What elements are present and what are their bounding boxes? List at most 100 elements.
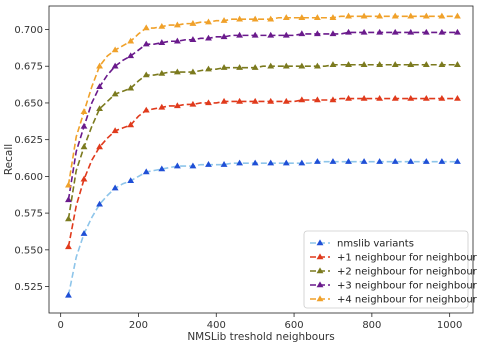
series-point-2 <box>282 97 290 104</box>
series-point-1 <box>142 168 150 175</box>
series-point-2 <box>220 97 228 104</box>
series-point-2 <box>345 94 352 101</box>
series-point-1 <box>422 158 430 164</box>
series-point-5 <box>438 12 446 19</box>
series-point-2 <box>454 94 461 101</box>
series-point-1 <box>298 159 306 166</box>
series-point-5 <box>236 15 244 22</box>
series-point-1 <box>313 158 321 164</box>
series-point-4 <box>422 28 430 35</box>
y-axis: 0.525 0.550 0.575 0.600 0.625 0.650 0.675 0.700 <box>14 25 49 293</box>
series-point-1 <box>329 158 337 164</box>
series-point-1 <box>407 158 415 164</box>
series-point-5 <box>282 14 290 20</box>
series-point-2 <box>422 94 430 101</box>
y-tick-label: 0.550 <box>14 245 43 256</box>
series-point-4 <box>267 31 275 38</box>
series-point-3 <box>298 62 306 69</box>
series-point-3 <box>205 65 212 72</box>
series-point-1 <box>360 158 368 164</box>
series-point-1 <box>65 291 72 298</box>
series-point-5 <box>142 24 150 31</box>
series-point-2 <box>438 94 446 101</box>
legend-label: +3 neighbour for neighbour <box>337 281 478 292</box>
series-point-4 <box>391 28 399 35</box>
series-point-4 <box>438 28 446 35</box>
series-point-3 <box>313 62 321 69</box>
series-point-1 <box>80 230 88 236</box>
series-point-3 <box>454 61 461 67</box>
series-point-1 <box>345 158 352 164</box>
series-point-2 <box>173 102 181 109</box>
series-point-1 <box>158 165 166 172</box>
series-point-4 <box>189 36 197 43</box>
series-point-4 <box>454 28 461 35</box>
series-point-2 <box>391 94 399 101</box>
series-point-3 <box>438 61 446 67</box>
legend-box <box>303 230 469 309</box>
series-point-5 <box>329 14 337 20</box>
series-point-3 <box>158 69 166 76</box>
series-point-4 <box>376 28 384 35</box>
x-tick-label: 400 <box>207 320 226 331</box>
legend-swatch-marker <box>316 267 324 274</box>
series-point-4 <box>313 30 321 37</box>
series-point-1 <box>376 158 384 164</box>
series-point-5 <box>391 12 399 19</box>
series-point-1 <box>189 162 197 169</box>
series-point-5 <box>360 12 368 19</box>
series-line-4 <box>67 31 458 201</box>
series-point-4 <box>158 39 166 45</box>
series-layer <box>65 12 461 298</box>
series-point-4 <box>329 30 337 37</box>
series-point-5 <box>80 108 88 114</box>
series-point-2 <box>111 127 119 134</box>
series-point-4 <box>360 28 368 35</box>
series-point-4 <box>111 62 119 69</box>
series-point-5 <box>158 22 166 29</box>
series-point-1 <box>111 184 119 191</box>
legend-label: +1 neighbour for neighbour <box>337 253 478 264</box>
series-point-3 <box>345 61 352 67</box>
series-point-2 <box>407 94 415 101</box>
series-point-1 <box>96 200 103 207</box>
series-point-1 <box>127 177 135 184</box>
series-point-5 <box>454 12 461 19</box>
series-point-5 <box>313 14 321 20</box>
series-point-4 <box>220 33 228 40</box>
plot-area-frame <box>48 5 474 314</box>
series-point-2 <box>158 103 166 110</box>
x-axis-label: NMSLib treshold neighbours <box>187 331 334 343</box>
series-point-3 <box>267 62 275 69</box>
series-point-1 <box>236 159 244 166</box>
y-tick-label: 0.675 <box>14 62 43 73</box>
series-point-1 <box>454 158 461 164</box>
series-point-3 <box>111 90 119 97</box>
series-point-5 <box>345 12 352 19</box>
series-point-3 <box>376 61 384 67</box>
y-tick-label: 0.700 <box>14 25 43 36</box>
x-tick-label: 0 <box>57 320 63 331</box>
series-line-5 <box>67 15 458 186</box>
series-point-3 <box>80 143 88 150</box>
series-point-4 <box>251 31 259 38</box>
legend-label: nmslib variants <box>337 239 414 250</box>
series-point-2 <box>251 97 259 104</box>
series-point-2 <box>298 96 306 103</box>
series-point-4 <box>142 40 150 47</box>
series-point-4 <box>65 196 72 203</box>
series-point-4 <box>407 28 415 35</box>
series-point-1 <box>220 161 228 167</box>
series-point-3 <box>96 105 103 112</box>
series-point-5 <box>251 15 259 22</box>
series-point-1 <box>282 159 290 166</box>
series-point-2 <box>376 94 384 101</box>
series-point-3 <box>127 84 135 91</box>
series-point-1 <box>267 159 275 166</box>
series-point-4 <box>96 83 103 90</box>
series-point-3 <box>391 61 399 67</box>
y-tick-label: 0.525 <box>14 282 43 293</box>
series-point-3 <box>189 68 197 75</box>
series-line-3 <box>67 63 458 220</box>
